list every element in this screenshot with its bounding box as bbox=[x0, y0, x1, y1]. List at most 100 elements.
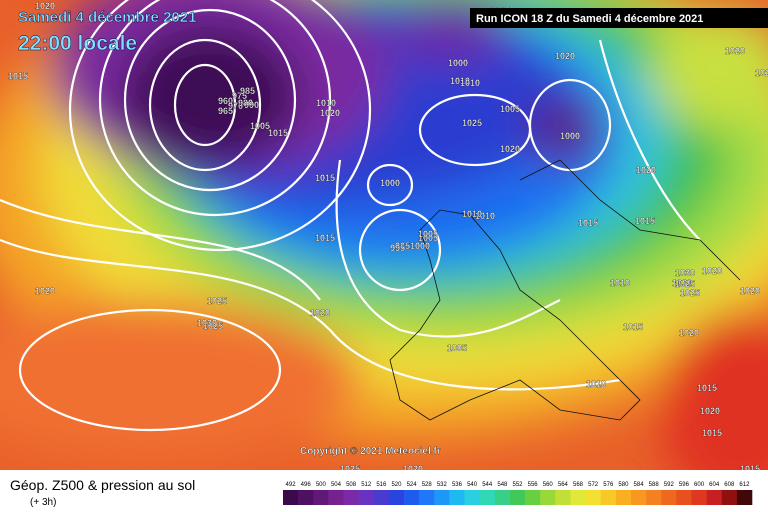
isobar-label: 1025 bbox=[340, 464, 360, 474]
run-box bbox=[470, 8, 768, 28]
colorbar-label: 528 bbox=[422, 482, 433, 488]
isobar-label: 1025 bbox=[755, 68, 768, 78]
isobar-label: 1020 bbox=[702, 266, 722, 276]
colorbar-cell bbox=[585, 490, 602, 505]
colorbar-cell bbox=[736, 490, 753, 505]
colorbar-cell bbox=[661, 490, 677, 505]
isobar-label: 1025 bbox=[462, 118, 482, 128]
colorbar-cell bbox=[328, 490, 344, 505]
colorbar-cell bbox=[615, 490, 632, 505]
isobar-label: 1015 bbox=[315, 173, 335, 183]
isobar-label: 1000 bbox=[560, 131, 580, 141]
colorbar-label: 596 bbox=[679, 482, 690, 488]
isobar-label: 1010 bbox=[475, 211, 495, 221]
isobar-label: 1020 bbox=[403, 464, 423, 474]
isobar-label: 1005 bbox=[447, 343, 467, 353]
colorbar-label: 556 bbox=[528, 482, 539, 488]
colorbar-label: 592 bbox=[664, 482, 675, 488]
colorbar-label: 504 bbox=[331, 482, 342, 488]
isobar-label: 1020 bbox=[725, 46, 745, 56]
colorbar-label: 564 bbox=[558, 482, 569, 488]
isobar-label: 965 bbox=[218, 106, 233, 116]
footer-step: (+ 3h) bbox=[30, 497, 56, 508]
colorbar-cell bbox=[373, 490, 390, 505]
isobar-label: 1005 bbox=[500, 104, 520, 114]
isobar-labels: 1020101510209951000101010051020102510051… bbox=[8, 1, 768, 474]
isobar-label: 1015 bbox=[578, 218, 598, 228]
isobar-label: 1015 bbox=[740, 464, 760, 474]
isobar-label: 985 bbox=[240, 86, 255, 96]
isobar-label: 1015 bbox=[623, 322, 643, 332]
colorbar-cell bbox=[464, 490, 480, 505]
isobar-label: 1025 bbox=[203, 321, 223, 331]
colorbar-cell bbox=[283, 490, 299, 505]
colorbar-cell bbox=[479, 490, 496, 505]
isobar-label: 1020 bbox=[310, 308, 330, 318]
colorbar-cell bbox=[676, 490, 692, 505]
isobar-label: 1005 bbox=[250, 121, 270, 131]
colorbar-label: 540 bbox=[467, 482, 478, 488]
colorbar-label: 524 bbox=[407, 482, 418, 488]
colorbar-cell bbox=[646, 490, 662, 505]
colorbar-label: 536 bbox=[452, 482, 463, 488]
isobar-label: 1025 bbox=[680, 288, 700, 298]
isobar-label: 990 bbox=[244, 100, 259, 110]
isobar-label: 960 bbox=[218, 96, 233, 106]
isobar-label: 1010 bbox=[610, 278, 630, 288]
colorbar-cell bbox=[494, 490, 511, 505]
colorbar-cell bbox=[404, 490, 420, 505]
colorbar-label: 520 bbox=[391, 482, 402, 488]
copyright: Copyright © 2021 Meteociel.fr bbox=[300, 446, 441, 457]
colorbar-cell bbox=[449, 490, 465, 505]
colorbar-label: 500 bbox=[316, 482, 327, 488]
isobar-label: 1025 bbox=[675, 279, 695, 289]
isobar-label: 1010 bbox=[460, 78, 480, 88]
colorbar-cell bbox=[630, 490, 647, 505]
colorbar-cell bbox=[721, 490, 738, 505]
isobar-label: 1015 bbox=[8, 71, 28, 81]
isobar-label: 1020 bbox=[700, 406, 720, 416]
colorbar-label: 600 bbox=[694, 482, 705, 488]
isobar-label: 1015 bbox=[635, 216, 655, 226]
isobar-label: 1020 bbox=[35, 286, 55, 296]
colorbar-label: 572 bbox=[588, 482, 599, 488]
colorbar-cell bbox=[313, 490, 329, 505]
isobar-label: 1020 bbox=[500, 144, 520, 154]
colorbar-label: 548 bbox=[497, 482, 508, 488]
colorbar-label: 492 bbox=[286, 482, 297, 488]
colorbar-cell bbox=[706, 490, 723, 505]
isobar-label: 1005 bbox=[418, 229, 438, 239]
isobar-label: 1010 bbox=[316, 98, 336, 108]
colorbar-cell bbox=[343, 490, 359, 505]
colorbar-label: 560 bbox=[543, 482, 554, 488]
coastlines bbox=[389, 159, 741, 421]
isobar-label: 995 bbox=[395, 241, 410, 251]
run-info: Run ICON 18 Z du Samedi 4 décembre 2021 bbox=[476, 13, 703, 25]
colorbar-cell bbox=[419, 490, 435, 505]
isobar-label: 1020 bbox=[636, 165, 656, 175]
colorbar-cell bbox=[555, 490, 571, 505]
colorbar-label: 516 bbox=[376, 482, 387, 488]
colorbar-cell bbox=[570, 490, 586, 505]
colorbar-label: 604 bbox=[709, 482, 720, 488]
colorbar-label: 512 bbox=[361, 482, 372, 488]
isobar-label: 1015 bbox=[697, 383, 717, 393]
colorbar: 492 496 500 504 508 512 516 520 524 528 532 536 540 5… bbox=[283, 482, 753, 505]
colorbar-label: 496 bbox=[301, 482, 312, 488]
colorbar-label: 576 bbox=[603, 482, 614, 488]
colorbar-label: 612 bbox=[739, 482, 750, 488]
colorbar-cell bbox=[525, 490, 541, 505]
colorbar-cell bbox=[540, 490, 556, 505]
isobar-label: 1030 bbox=[672, 278, 692, 288]
isobar-label: 1025 bbox=[207, 296, 227, 306]
isobar-label: 1020 bbox=[679, 328, 699, 338]
isobar-label: 1015 bbox=[268, 128, 288, 138]
isobar-label: 970 bbox=[228, 101, 243, 111]
colorbar-label: 552 bbox=[512, 482, 523, 488]
colorbar-label: 588 bbox=[649, 482, 660, 488]
isobar-label: 1000 bbox=[448, 58, 468, 68]
colorbar-cell bbox=[509, 490, 526, 505]
isobar-label: 1010 bbox=[586, 379, 606, 389]
